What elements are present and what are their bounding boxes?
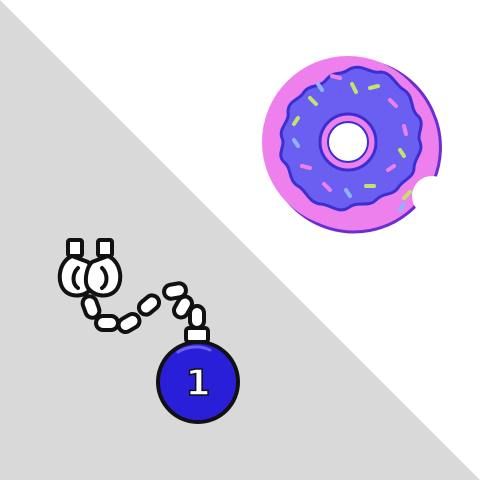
sprinkle	[292, 116, 300, 126]
shackle-tab-right	[96, 238, 114, 258]
shackle-tab-left	[66, 238, 84, 258]
sprinkle	[344, 188, 352, 198]
ball-and-chain-icon	[57, 238, 240, 424]
ball-number: 1	[185, 363, 210, 404]
sprinkle	[350, 82, 358, 94]
chain-link	[188, 304, 206, 330]
sprinkle	[300, 164, 312, 170]
sprinkle	[402, 190, 412, 200]
iron-ball	[156, 340, 240, 424]
donut-sprinkles	[292, 74, 412, 212]
sprinkle	[330, 74, 342, 80]
sprinkle	[322, 182, 332, 192]
donut-hole	[327, 121, 369, 163]
shackle-inner-right	[100, 266, 109, 290]
shackle	[57, 238, 123, 298]
sprinkle	[388, 98, 398, 108]
ball-highlight	[176, 345, 212, 354]
sprinkle	[398, 148, 406, 158]
shackle-inner-left	[71, 266, 80, 290]
sprinkle	[308, 96, 318, 106]
sprinkle	[386, 164, 396, 172]
chain-link	[80, 294, 102, 320]
sprinkle	[398, 202, 406, 212]
sprinkle	[292, 138, 300, 148]
sprinkle	[368, 84, 380, 90]
sprinkle	[316, 82, 324, 92]
sprinkle	[402, 124, 408, 136]
chain-link	[136, 293, 162, 317]
chain-link	[116, 312, 142, 334]
shackle-cuff-right	[83, 254, 123, 298]
chain-link	[94, 314, 120, 332]
donut-bite	[412, 176, 452, 216]
chain-link	[162, 281, 188, 301]
donut-icon	[262, 56, 452, 234]
ball-cap	[184, 326, 210, 344]
